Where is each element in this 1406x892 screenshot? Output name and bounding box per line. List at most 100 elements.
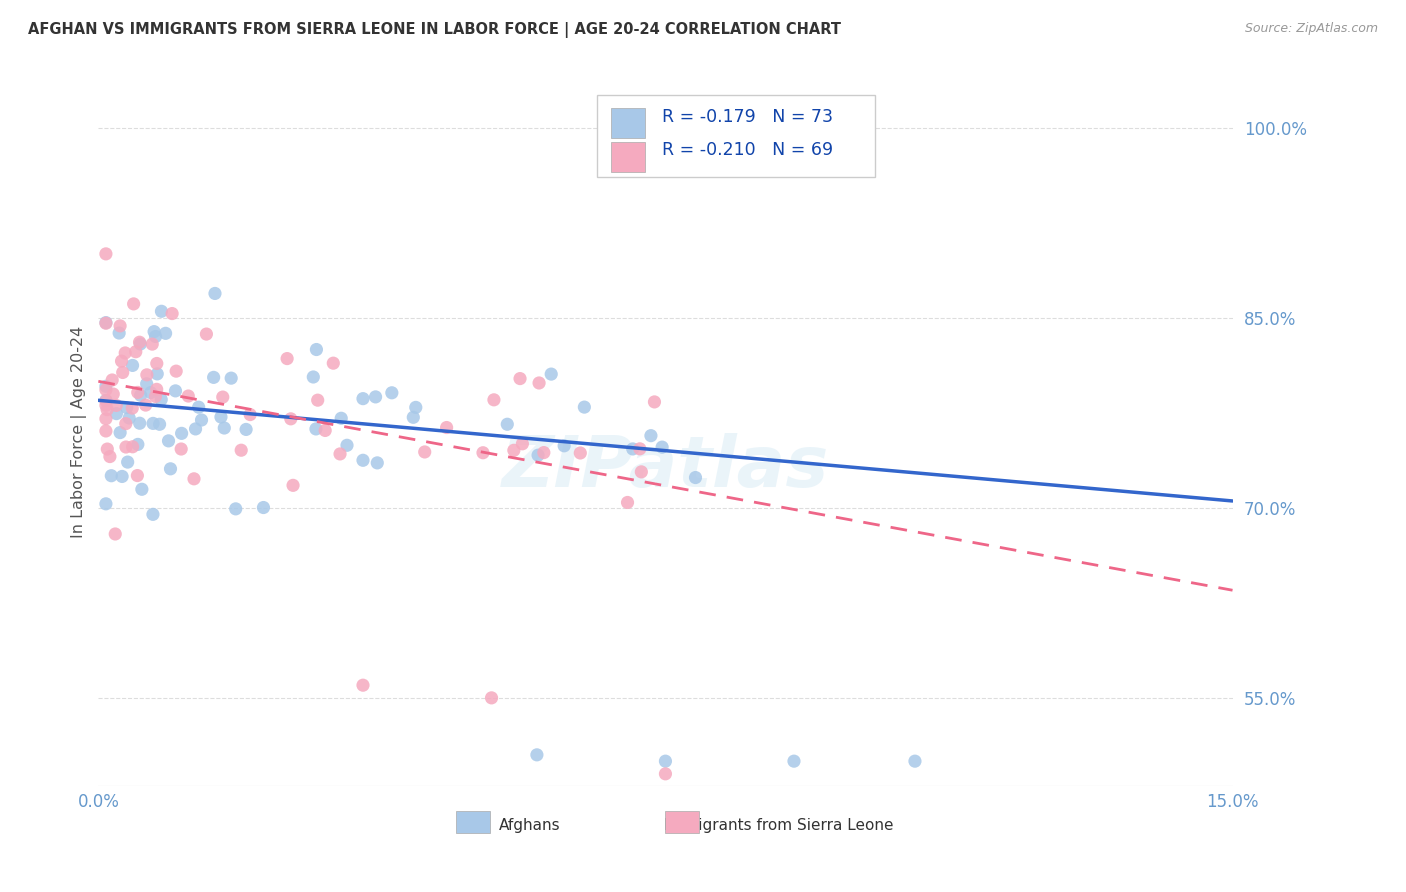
Bar xyxy=(456,812,489,832)
Point xyxy=(94,497,117,511)
Point xyxy=(187,400,209,414)
Point xyxy=(654,754,676,768)
Point xyxy=(131,483,153,497)
Point xyxy=(127,468,149,483)
Point xyxy=(509,371,531,385)
Point xyxy=(235,422,257,436)
Point xyxy=(118,411,141,425)
Point xyxy=(904,754,927,768)
Point xyxy=(219,371,242,385)
Point xyxy=(413,445,436,459)
Text: ZIPatlas: ZIPatlas xyxy=(502,433,830,502)
Point xyxy=(150,304,173,318)
Point xyxy=(127,385,149,400)
Point xyxy=(142,508,165,522)
Point xyxy=(381,385,404,400)
Point xyxy=(496,417,519,432)
Bar xyxy=(612,108,645,137)
Point xyxy=(654,767,676,781)
Point xyxy=(540,367,562,381)
Point xyxy=(105,399,128,413)
Y-axis label: In Labor Force | Age 20-24: In Labor Force | Age 20-24 xyxy=(72,326,87,538)
Point xyxy=(111,366,134,380)
Point xyxy=(114,417,136,431)
Point xyxy=(553,439,575,453)
Bar xyxy=(612,142,645,172)
Point xyxy=(155,326,177,341)
Point xyxy=(135,376,157,391)
Point xyxy=(145,389,167,403)
Point xyxy=(115,401,138,415)
Bar xyxy=(665,812,699,832)
Point xyxy=(127,437,149,451)
Point xyxy=(527,448,550,462)
Point xyxy=(231,443,253,458)
Point xyxy=(436,420,458,434)
Point xyxy=(121,440,143,454)
Point xyxy=(94,383,117,397)
Point xyxy=(145,329,167,343)
Point xyxy=(121,401,143,416)
Point xyxy=(366,456,388,470)
Point xyxy=(329,447,352,461)
Point xyxy=(146,367,169,381)
Point xyxy=(114,346,136,360)
Point xyxy=(569,446,592,460)
Point xyxy=(352,678,374,692)
Point xyxy=(94,379,117,393)
Point xyxy=(157,434,180,448)
Point xyxy=(352,392,374,406)
Point xyxy=(94,316,117,330)
Point xyxy=(96,442,118,456)
Point xyxy=(204,286,226,301)
Point xyxy=(640,428,662,442)
Point xyxy=(472,446,495,460)
Point xyxy=(94,424,117,438)
Point xyxy=(214,421,236,435)
Point xyxy=(621,442,644,456)
Point xyxy=(128,416,150,430)
Point xyxy=(512,437,534,451)
Point xyxy=(330,411,353,425)
Point xyxy=(103,387,125,401)
Point xyxy=(177,389,200,403)
Point xyxy=(108,318,131,333)
Point xyxy=(159,462,181,476)
Point xyxy=(195,327,218,342)
Point xyxy=(209,409,232,424)
Point xyxy=(105,407,128,421)
Point xyxy=(783,754,806,768)
Point xyxy=(280,412,302,426)
Point xyxy=(307,393,329,408)
Point xyxy=(135,398,157,412)
Point xyxy=(111,469,134,483)
Point xyxy=(352,453,374,467)
Point xyxy=(574,400,596,414)
Point xyxy=(142,417,165,431)
Point xyxy=(526,747,548,762)
Point xyxy=(281,478,304,492)
Point xyxy=(94,398,117,412)
Point xyxy=(651,440,673,454)
Point xyxy=(305,343,328,357)
Point xyxy=(143,325,166,339)
Point xyxy=(149,417,172,432)
Point xyxy=(276,351,298,366)
Point xyxy=(165,364,187,378)
Point xyxy=(239,408,262,422)
Point xyxy=(94,411,117,425)
Point xyxy=(110,354,132,368)
Point xyxy=(146,356,169,370)
Point xyxy=(165,384,187,398)
Point xyxy=(183,472,205,486)
Point xyxy=(94,393,117,408)
Text: R = -0.179   N = 73: R = -0.179 N = 73 xyxy=(662,108,832,126)
Point xyxy=(129,337,152,351)
Point xyxy=(402,410,425,425)
Point xyxy=(129,388,152,402)
Point xyxy=(121,359,143,373)
Point xyxy=(302,370,325,384)
Text: Source: ZipAtlas.com: Source: ZipAtlas.com xyxy=(1244,22,1378,36)
Point xyxy=(481,690,503,705)
Point xyxy=(135,368,157,382)
